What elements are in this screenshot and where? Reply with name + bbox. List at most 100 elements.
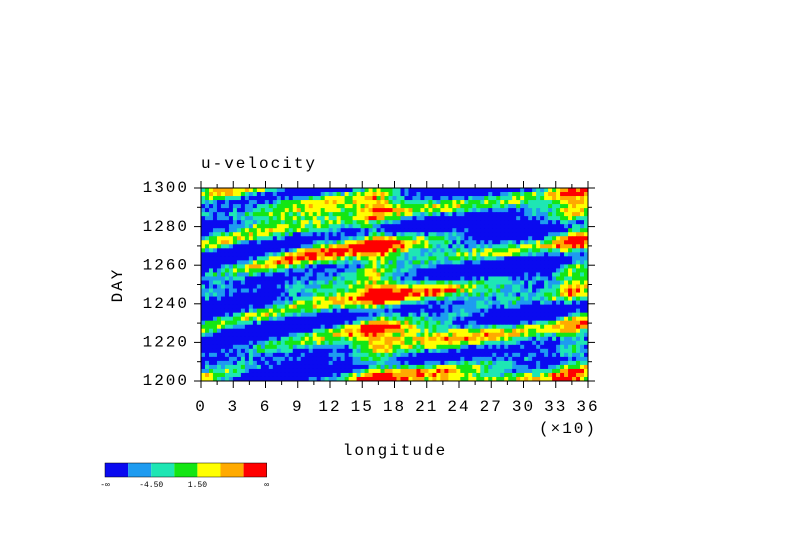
field-cell [236, 348, 242, 354]
field-cell [568, 208, 573, 213]
field-cell [292, 292, 298, 298]
field-cell [536, 264, 541, 269]
field-cell [201, 356, 206, 362]
field-cell [400, 324, 405, 330]
field-cell [396, 244, 401, 249]
field-cell [444, 264, 449, 269]
field-cell [412, 280, 417, 285]
field-cell [308, 252, 314, 257]
field-cell [556, 360, 561, 366]
field-cell [420, 228, 425, 233]
field-cell [372, 312, 378, 318]
field-cell [480, 212, 485, 217]
field-cell [556, 276, 561, 281]
field-cell [280, 220, 286, 225]
field-cell [236, 216, 242, 221]
field-cell [368, 212, 374, 217]
field-cell [224, 324, 230, 330]
field-cell [492, 364, 497, 370]
field-cell [556, 212, 561, 217]
field-cell [528, 320, 533, 326]
field-cell [360, 256, 366, 261]
field-cell [528, 228, 533, 233]
field-cell [248, 268, 254, 273]
field-cell [528, 232, 533, 237]
field-cell [272, 372, 278, 378]
field-cell [201, 272, 206, 277]
field-cell [536, 244, 541, 249]
field-cell [260, 312, 266, 318]
field-cell [500, 276, 505, 281]
field-cell [304, 272, 310, 277]
field-cell [384, 300, 390, 306]
field-cell [492, 268, 497, 273]
field-cell [496, 236, 501, 241]
field-cell [404, 264, 409, 269]
field-cell [432, 336, 437, 342]
field-cell [480, 304, 485, 310]
x-axis-label: longitude [343, 442, 447, 460]
field-cell [536, 248, 541, 253]
field-cell [500, 316, 505, 322]
field-cell [544, 228, 549, 233]
field-cell [436, 196, 441, 201]
field-cell [564, 352, 569, 358]
field-cell [312, 292, 318, 298]
field-cell [576, 224, 581, 229]
field-cell [244, 344, 250, 350]
field-cell [468, 236, 473, 241]
field-cell [468, 192, 473, 197]
field-cell [344, 224, 350, 229]
field-cell [404, 308, 409, 314]
field-cell [312, 372, 318, 378]
field-cell [408, 308, 413, 314]
field-cell [476, 296, 481, 302]
field-cell [228, 200, 234, 205]
field-cell [412, 324, 417, 330]
field-cell [488, 372, 493, 378]
field-cell [300, 208, 306, 213]
field-cell [392, 244, 397, 249]
field-cell [308, 344, 314, 350]
field-cell [368, 264, 374, 269]
field-cell [516, 376, 521, 382]
field-cell [536, 352, 541, 358]
field-cell [464, 264, 469, 269]
field-cell [252, 336, 258, 342]
field-cell [324, 212, 330, 217]
field-cell [264, 268, 270, 273]
field-cell [272, 240, 278, 245]
field-cell [416, 208, 421, 213]
field-cell [452, 188, 457, 193]
field-cell [252, 332, 258, 338]
field-cell [208, 260, 214, 265]
field-cell [412, 376, 417, 382]
field-cell [432, 308, 437, 314]
field-cell [420, 264, 425, 269]
colorbar-label: ∞ [264, 481, 269, 490]
field-cell [384, 376, 390, 382]
field-cell [328, 208, 334, 213]
field-cell [544, 272, 549, 277]
field-cell [440, 340, 445, 346]
field-cell [300, 296, 306, 302]
field-cell [584, 244, 589, 249]
field-cell [236, 284, 242, 290]
field-cell [248, 208, 254, 213]
field-cell [364, 268, 370, 273]
field-cell [484, 372, 489, 378]
field-cell [500, 232, 505, 237]
field-cell [516, 360, 521, 366]
field-cell [268, 228, 274, 233]
field-cell [388, 252, 394, 257]
field-cell [404, 348, 409, 354]
field-cell [564, 348, 569, 354]
field-cell [404, 240, 409, 245]
field-cell [412, 232, 417, 237]
field-cell [252, 192, 258, 197]
field-cell [404, 320, 409, 326]
field-cell [232, 216, 238, 221]
field-cell [436, 276, 441, 281]
field-cell [372, 320, 378, 326]
field-cell [244, 328, 250, 334]
